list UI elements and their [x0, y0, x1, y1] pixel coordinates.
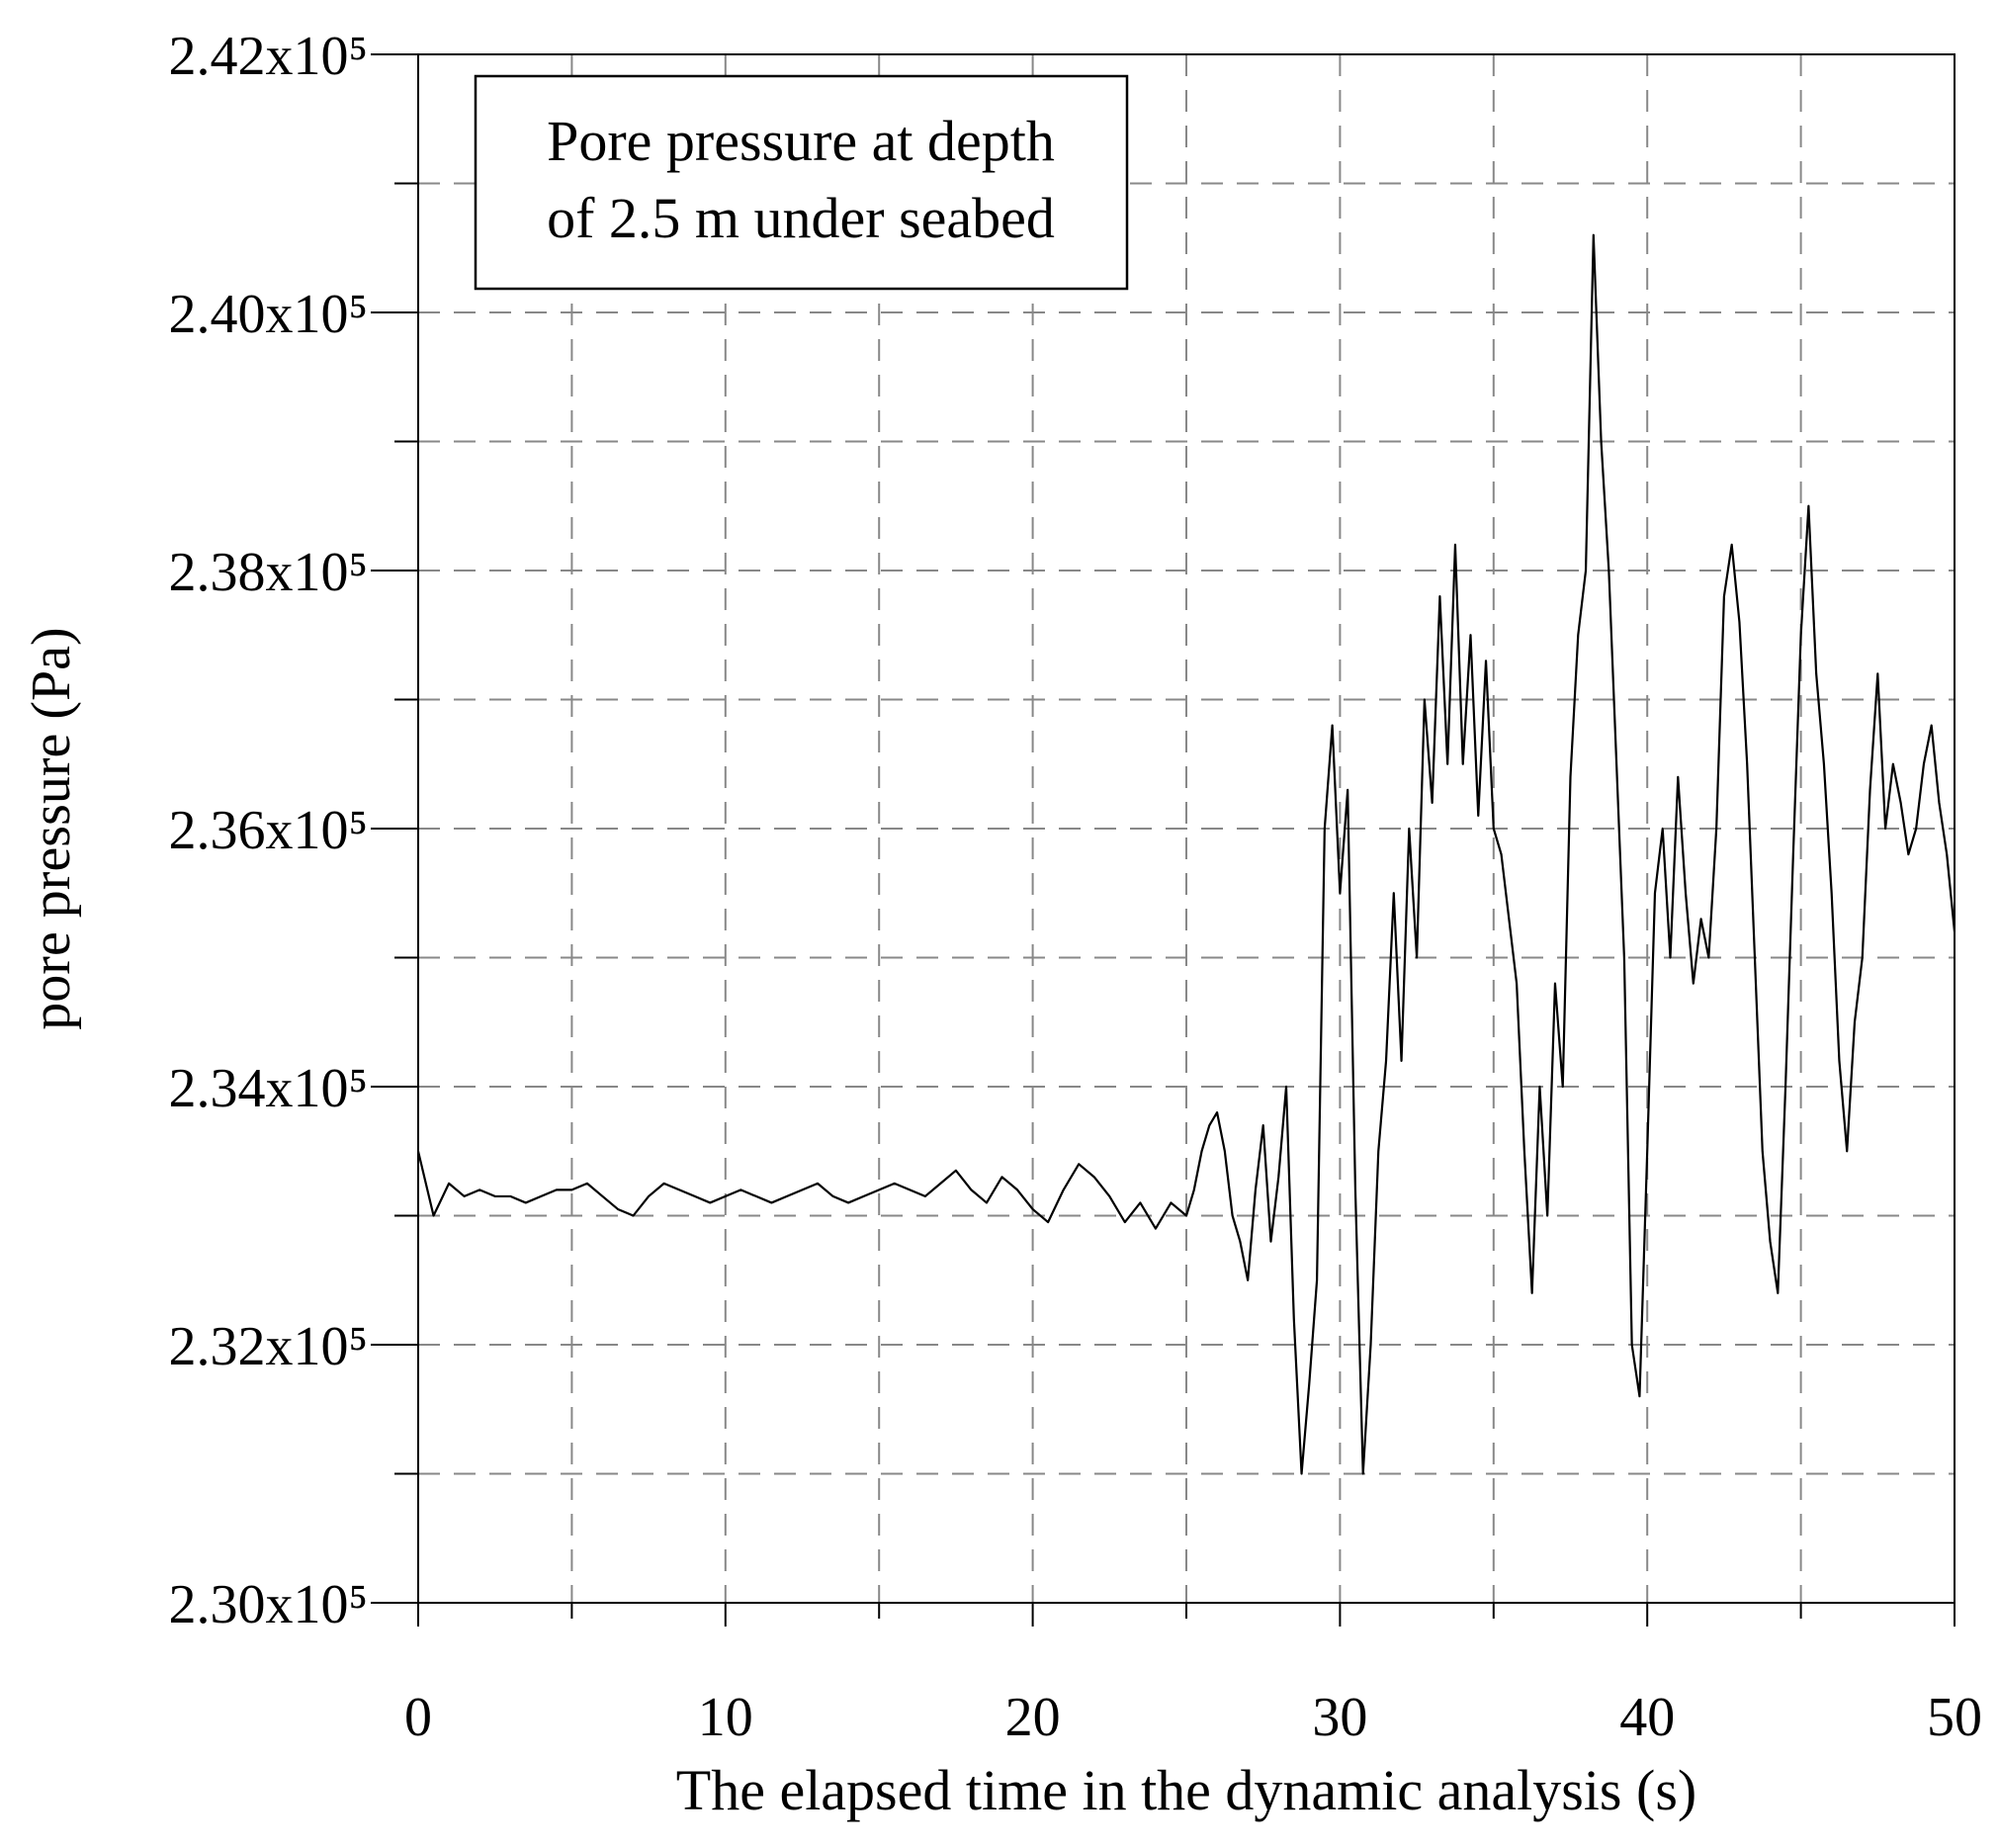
x-axis-label: The elapsed time in the dynamic analysis… [676, 1758, 1696, 1822]
y-tick-label: 2.42x10⁵ [168, 26, 368, 87]
annotation-line: of 2.5 m under seabed [547, 186, 1055, 250]
y-tick-label: 2.38x10⁵ [168, 542, 368, 603]
ticks: 2.30x10⁵ 2.32x10⁵ 2.34x10⁵ 2.36x10⁵ 2.38x10⁵… [168, 26, 1982, 1748]
y-tick-label: 2.40x10⁵ [168, 284, 368, 345]
y-tick-label: 2.30x10⁵ [168, 1574, 368, 1635]
y-tick-label: 2.34x10⁵ [168, 1058, 368, 1119]
x-tick-label: 30 [1312, 1687, 1367, 1748]
y-tick-label: 2.36x10⁵ [168, 800, 368, 861]
lines [416, 233, 1956, 1475]
plot-frame [417, 53, 1956, 1604]
x-tick-label: 20 [1005, 1687, 1061, 1748]
x-tick-label: 0 [404, 1687, 432, 1748]
x-tick-label: 10 [698, 1687, 753, 1748]
y-tick-label: 2.32x10⁵ [168, 1316, 368, 1377]
y-axis-label: pore pressure (Pa) [21, 627, 82, 1029]
data-line [416, 233, 1956, 1475]
annotation-box [474, 74, 1129, 291]
x-tick-label: 40 [1619, 1687, 1675, 1748]
x-tick-label: 50 [1927, 1687, 1982, 1748]
annotation-line: Pore pressure at depth [547, 109, 1055, 173]
